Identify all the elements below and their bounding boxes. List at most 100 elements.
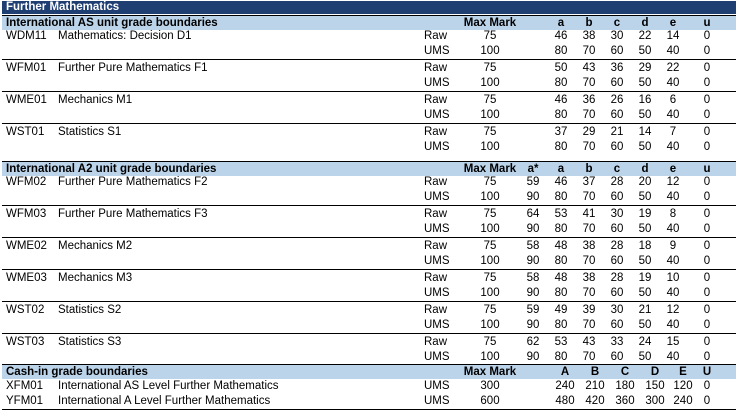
- grade-value: 43: [582, 62, 596, 74]
- mark-type: Raw: [424, 62, 448, 74]
- grade-value: 80: [554, 191, 568, 203]
- grade-value: 50: [638, 351, 652, 363]
- grade-value: 50: [554, 62, 568, 74]
- grade-header-d: d: [641, 163, 649, 175]
- unit-ums-row: UMS 100 90 80 70 60 50 40 0: [2, 254, 736, 269]
- grade-value: 40: [666, 45, 680, 57]
- grade-value: 0: [703, 223, 711, 235]
- grade-value: 80: [554, 319, 568, 331]
- grade-value: 60: [610, 223, 624, 235]
- grade-value: 90: [526, 287, 540, 299]
- grade-header-E: E: [679, 366, 687, 378]
- unit-raw-row: WFM03 Further Pure Mathematics F3 Raw 75 64 5…: [2, 207, 736, 222]
- grade-value: 90: [526, 351, 540, 363]
- grade-value: 0: [703, 380, 711, 392]
- grade-value: 0: [703, 94, 711, 106]
- grade-value: 60: [610, 45, 624, 57]
- max-mark-header: Max Mark: [463, 17, 517, 29]
- mark-type: UMS: [424, 191, 450, 203]
- mark-type: Raw: [424, 94, 448, 106]
- grade-value: 0: [703, 287, 711, 299]
- grade-value: 22: [666, 62, 680, 74]
- grade-value: 21: [638, 304, 652, 316]
- grade-value: 360: [615, 395, 635, 407]
- unit-raw-row: WME01 Mechanics M1 Raw 75 46 36 26 16 6 0: [2, 93, 736, 108]
- grade-value: 43: [582, 336, 596, 348]
- mark-type: UMS: [424, 109, 450, 121]
- unit-code: WDM11: [6, 30, 47, 42]
- grade-value: 180: [615, 380, 635, 392]
- max-mark: 100: [480, 255, 500, 267]
- grade-value: 80: [554, 141, 568, 153]
- max-mark: 100: [480, 109, 500, 121]
- grade-value: 0: [703, 141, 711, 153]
- grade-value: 12: [666, 304, 680, 316]
- unit-code: WME02: [6, 240, 47, 252]
- grade-value: 10: [666, 272, 680, 284]
- grade-value: 49: [554, 304, 568, 316]
- table-bottom-border: [2, 409, 736, 410]
- grade-value: 50: [638, 287, 652, 299]
- grade-value: 14: [638, 126, 652, 138]
- unit-code: WST03: [6, 336, 45, 348]
- grade-value: 22: [638, 30, 652, 42]
- grade-header-C: C: [620, 366, 630, 378]
- a2-section-header: International A2 unit grade boundaries Ma…: [2, 161, 736, 176]
- grade-value: 50: [638, 255, 652, 267]
- mark-type: Raw: [424, 304, 448, 316]
- row-divider: [2, 237, 736, 238]
- grade-value: 16: [638, 94, 652, 106]
- max-mark: 75: [483, 62, 497, 74]
- max-mark: 100: [480, 287, 500, 299]
- max-mark: 100: [480, 77, 500, 89]
- grade-header-a: a: [557, 17, 565, 29]
- unit-code: WME01: [6, 94, 47, 106]
- mark-type: UMS: [424, 351, 450, 363]
- grade-header-u: u: [703, 17, 711, 29]
- grade-value: 30: [610, 208, 624, 220]
- section-heading: International AS unit grade boundaries: [6, 17, 218, 29]
- max-mark: 100: [480, 223, 500, 235]
- row-divider: [2, 333, 736, 334]
- unit-code: WFM02: [6, 176, 47, 188]
- unit-raw-row: WST02 Statistics S2 Raw 75 59 49 39 30 21 12 0: [2, 303, 736, 318]
- grade-value: 240: [673, 395, 693, 407]
- grade-value: 0: [703, 240, 711, 252]
- max-mark: 600: [480, 395, 500, 407]
- grade-value: 70: [582, 319, 596, 331]
- unit-raw-row: WME03 Mechanics M3 Raw 75 58 48 38 28 19 10 0: [2, 271, 736, 286]
- max-mark: 100: [480, 351, 500, 363]
- grade-value: 150: [645, 380, 665, 392]
- max-mark: 75: [483, 304, 497, 316]
- grade-value: 53: [554, 208, 568, 220]
- grade-header-U: U: [702, 366, 712, 378]
- grade-value: 0: [703, 255, 711, 267]
- unit-code: WME03: [6, 272, 47, 284]
- grade-value: 0: [703, 272, 711, 284]
- grade-value: 24: [638, 336, 652, 348]
- grade-value: 50: [638, 77, 652, 89]
- grade-value: 46: [554, 176, 568, 188]
- grade-header-c: c: [613, 17, 621, 29]
- grade-value: 0: [703, 319, 711, 331]
- max-mark: 75: [483, 176, 497, 188]
- grade-value: 0: [703, 176, 711, 188]
- grade-value: 70: [582, 77, 596, 89]
- unit-ums-row: UMS 100 80 70 60 50 40 0: [2, 140, 736, 155]
- mark-type: UMS: [424, 223, 450, 235]
- unit-ums-row: UMS 100 90 80 70 60 50 40 0: [2, 286, 736, 301]
- grade-value: 80: [554, 109, 568, 121]
- row-divider: [2, 205, 736, 206]
- max-mark: 75: [483, 94, 497, 106]
- qualification-code: XFM01: [6, 380, 44, 392]
- unit-name: Mechanics M2: [58, 240, 133, 252]
- mark-type: UMS: [424, 395, 450, 407]
- max-mark: 100: [480, 191, 500, 203]
- grade-value: 70: [582, 287, 596, 299]
- grade-value: 40: [666, 287, 680, 299]
- grade-value: 64: [526, 208, 540, 220]
- grade-value: 33: [610, 336, 624, 348]
- grade-value: 60: [610, 287, 624, 299]
- cash-in-row: XFM01 International AS Level Further Math…: [2, 379, 736, 394]
- grade-header-a: a: [557, 163, 565, 175]
